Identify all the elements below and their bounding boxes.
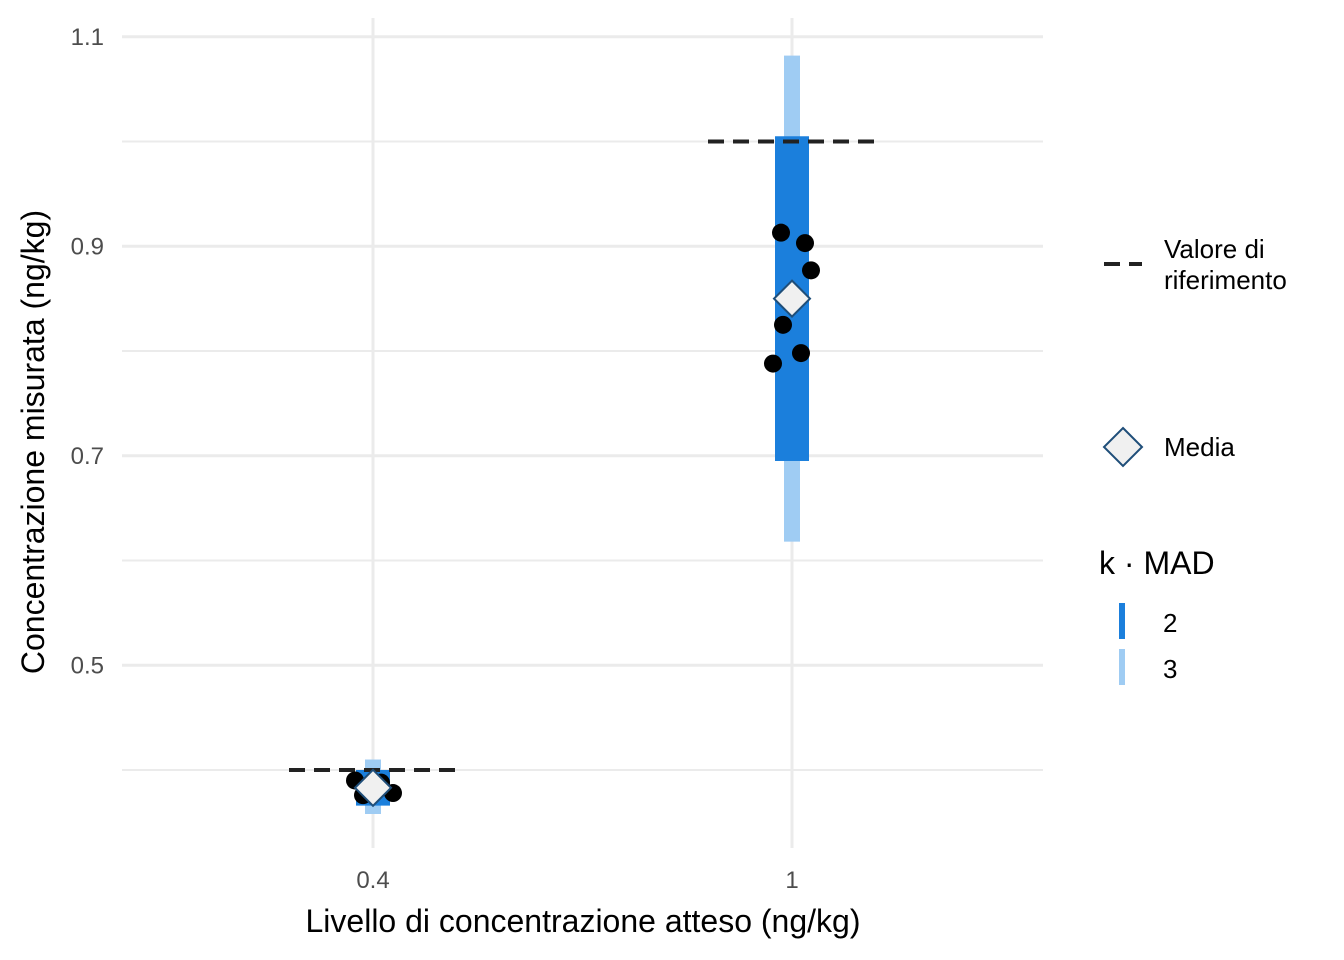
legend-mad-label-2: 2 [1163,608,1177,638]
legend-mean-key [1102,426,1144,468]
y-tick-label: 0.9 [71,233,104,260]
mad-bands [356,55,809,814]
legend-reference-label-line: riferimento [1164,265,1287,295]
legend-mad-key-2 [1119,603,1125,639]
data-point [802,261,820,280]
x-tick-labels: 0.4 1 [356,867,798,894]
data-point [774,315,792,334]
legend-mad-label-3: 3 [1163,654,1177,684]
y-tick-label: 0.5 [71,652,104,679]
x-axis-title: Livello di concentrazione atteso (ng/kg) [306,903,861,939]
data-points [346,223,820,805]
data-point [772,223,790,242]
legend-reference-label-line: Valore di [1164,234,1265,264]
y-tick-label: 0.7 [71,443,104,470]
y-axis-title: Concentrazione misurata (ng/kg) [15,210,51,674]
x-tick-label: 1 [785,867,798,894]
mean-markers [353,279,812,808]
x-tick-label: 0.4 [356,867,389,894]
legend: Valore di riferimento Media k · MAD 2 3 [1099,234,1287,685]
legend-mad-title: k · MAD [1099,545,1215,581]
legend-mad-key-3 [1119,649,1125,685]
y-tick-label: 1.1 [71,24,104,51]
data-point [792,344,810,363]
y-tick-labels: 0.5 0.7 0.9 1.1 [71,24,104,680]
mean-marker [772,279,812,319]
legend-reference-label: Valore di riferimento [1164,234,1287,295]
data-point [764,354,782,373]
grid-lines [122,18,1043,848]
legend-mean-label: Media [1164,432,1235,462]
mean-marker [353,768,393,808]
data-point [796,234,814,253]
